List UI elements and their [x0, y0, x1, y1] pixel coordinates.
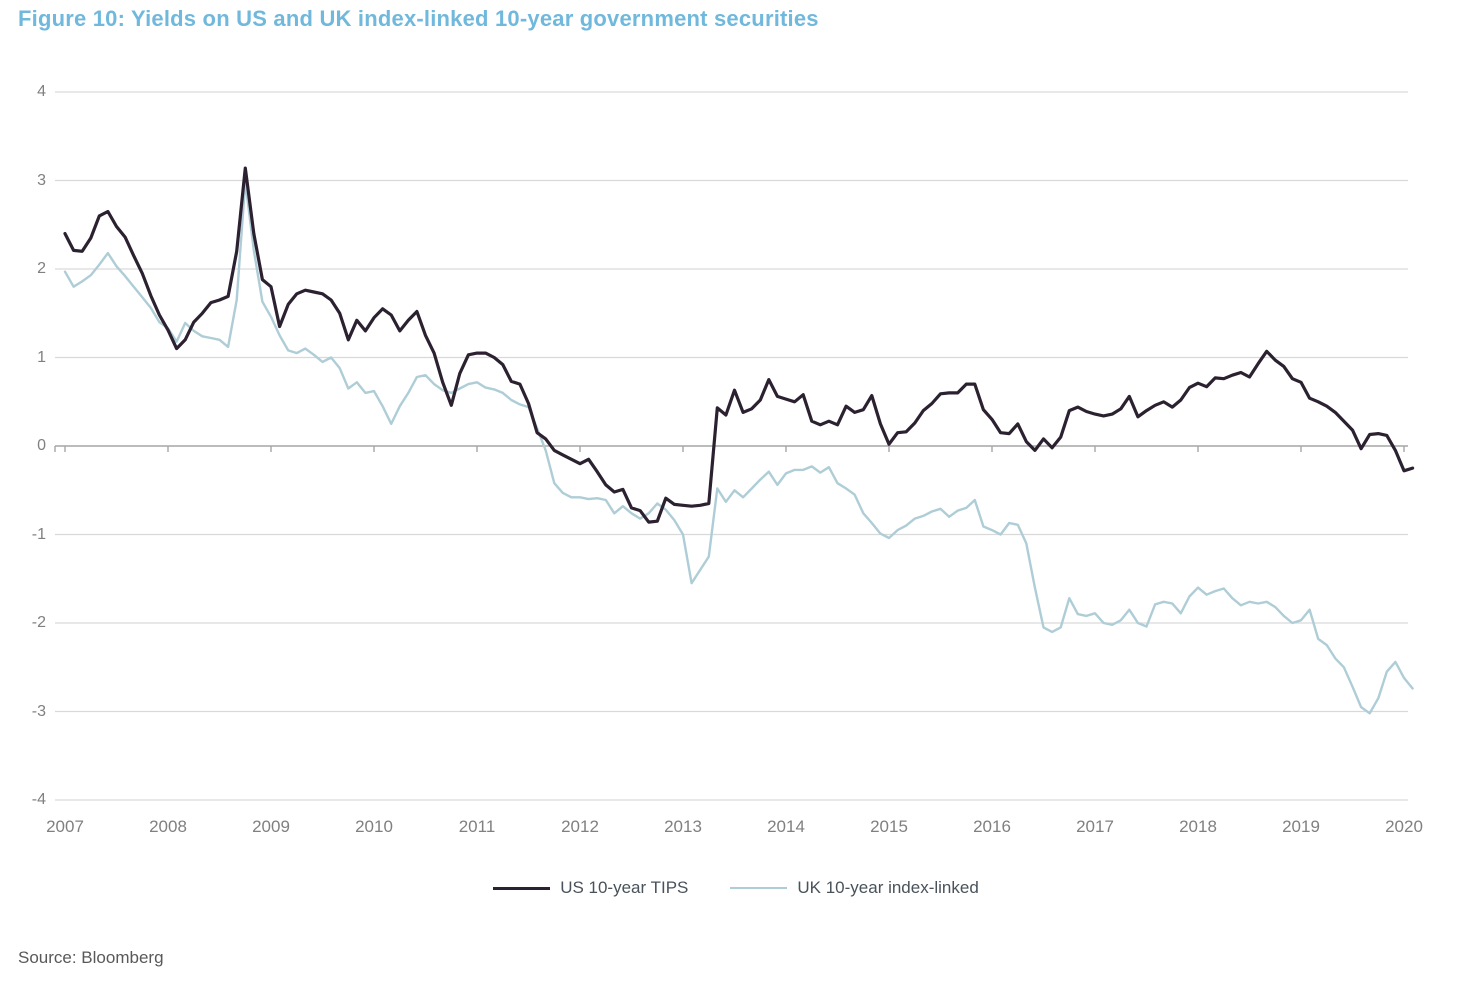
x-axis-tick-label: 2017	[1076, 817, 1114, 836]
x-axis-tick-label: 2008	[149, 817, 187, 836]
x-axis-tick-label: 2007	[46, 817, 84, 836]
x-axis-tick-label: 2013	[664, 817, 702, 836]
x-axis-tick-label: 2010	[355, 817, 393, 836]
y-axis-tick-label: -1	[31, 525, 46, 543]
us-series-label: US 10-year TIPS	[560, 878, 689, 897]
uk-line-swatch	[730, 887, 788, 889]
us-line-swatch	[493, 886, 551, 890]
y-axis-tick-label: -4	[31, 791, 46, 808]
y-axis-tick-label: 2	[37, 260, 46, 277]
y-axis-tick-label: -2	[31, 614, 46, 631]
y-axis-tick-label: 4	[37, 83, 46, 100]
y-axis-tick-label: 3	[37, 171, 46, 189]
x-axis-tick-label: 2009	[252, 817, 290, 836]
figure-title: Figure 10: Yields on US and UK index-lin…	[18, 6, 819, 31]
x-axis-tick-label: 2016	[973, 817, 1011, 836]
legend-item-uk: UK 10-year index-linked	[730, 878, 979, 898]
x-axis-tick-label: 2014	[767, 817, 805, 836]
x-axis-tick-label: 2019	[1282, 817, 1320, 836]
uk-series-label: UK 10-year index-linked	[797, 878, 979, 897]
x-axis-tick-label: 2011	[458, 817, 496, 836]
x-axis-tick-label: 2020	[1385, 817, 1423, 836]
chart-canvas	[54, 91, 1415, 801]
x-axis-tick-label: 2012	[561, 817, 599, 836]
source-note: Source: Bloomberg	[18, 948, 164, 967]
x-axis-tick-label: 2018	[1179, 817, 1217, 836]
line-chart: 4 3 2 1 0 -1 -2 -3 -4 2007 2008 2009 2010 2011 2012 20…	[31, 83, 1423, 836]
chart-legend: US 10-year TIPS UK 10-year index-linked	[0, 878, 1472, 898]
y-axis-tick-label: -3	[31, 702, 46, 720]
y-axis-tick-label: 1	[37, 348, 46, 366]
legend-item-us: US 10-year TIPS	[493, 878, 688, 898]
y-axis-tick-label: 0	[37, 437, 46, 454]
x-axis-tick-label: 2015	[870, 817, 908, 836]
